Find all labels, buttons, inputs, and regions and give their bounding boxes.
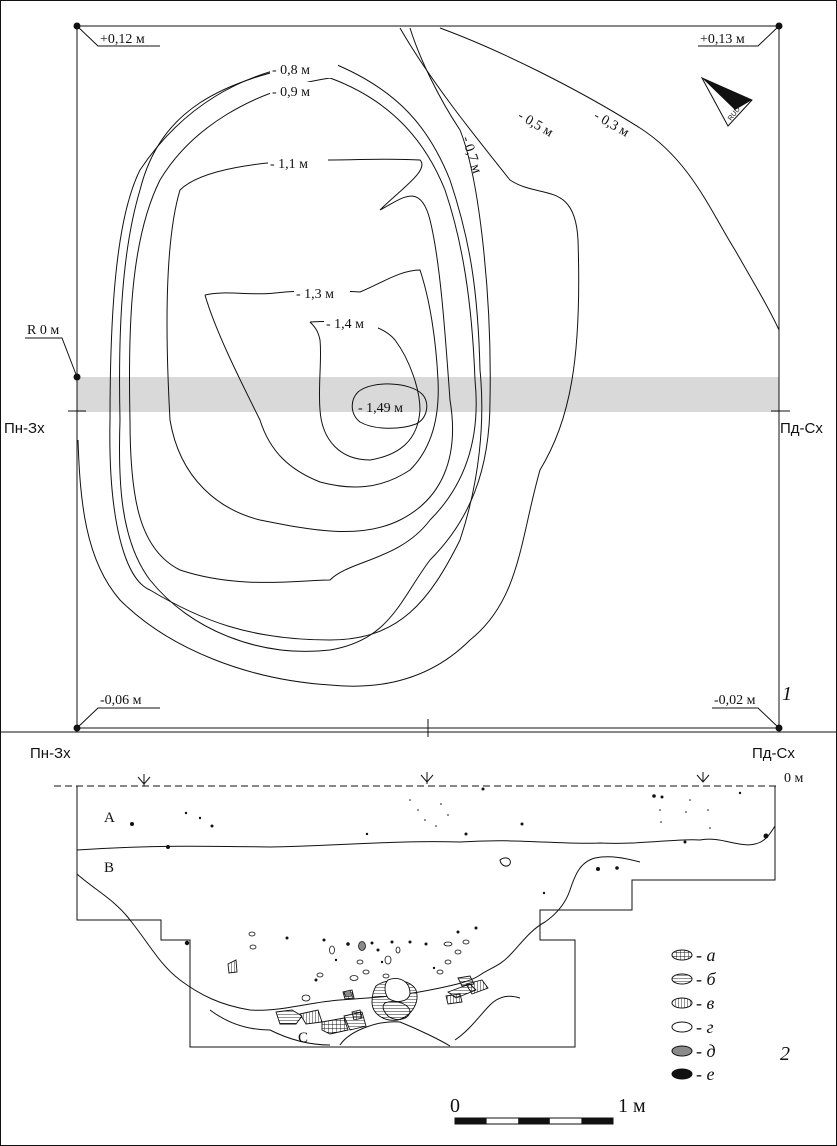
boundary-b-c [76, 856, 641, 1011]
contour-1-4 [309, 320, 421, 461]
legend-swatch-v [671, 997, 693, 1009]
contour-0-3 [439, 27, 780, 331]
corner-level-se: -0,02 м [714, 693, 756, 708]
section-band [77, 377, 779, 412]
contour-0-9 [128, 77, 477, 583]
legend-swatch-e [671, 1068, 693, 1080]
scale-bar-end: 1 м [618, 1095, 646, 1117]
contour-0-5 [77, 27, 580, 687]
contour-0-7 [118, 27, 491, 652]
scale-bar-start: 0 [450, 1095, 460, 1117]
direction-left: Пн-Зх [4, 420, 45, 437]
legend-swatch-b [671, 973, 693, 985]
contour-label: - 0,7 м [458, 135, 484, 176]
legend-label-d: - д [696, 1041, 716, 1061]
contour-label: - 0,3 м [591, 108, 632, 140]
scale-bar: 0 1 м [450, 1095, 646, 1125]
layer-label: C [298, 1030, 308, 1046]
panel-number-2: 2 [780, 1043, 790, 1065]
corner-level-nw: +0,12 м [100, 32, 145, 47]
layer-c-shape [209, 995, 521, 1047]
legend-swatch-a [671, 949, 693, 961]
layer-label: B [104, 860, 114, 876]
black-inclusions [130, 787, 769, 997]
contour-label: - 1,1 м [270, 157, 308, 172]
small-dots [409, 799, 711, 829]
corner-level-ne: +0,13 м [700, 32, 745, 47]
section-direction-left: Пн-Зх [30, 745, 71, 762]
hatched-stones [227, 959, 489, 1035]
legend-swatch-d [671, 1045, 693, 1057]
legend-label-a: - а [696, 945, 716, 965]
zero-level-label: 0 м [784, 771, 804, 786]
section-direction-right: Пд-Сх [752, 745, 795, 762]
legend-label-b: - б [696, 969, 716, 989]
contour-label: - 1,3 м [296, 287, 334, 302]
contour-label: - 1,4 м [326, 317, 364, 332]
legend-label-e: - е [696, 1064, 714, 1084]
benchmark-label: R 0 м [27, 323, 59, 338]
contour-label: - 1,49 м [358, 401, 403, 416]
pit-outline [76, 786, 776, 1048]
contour-label: - 0,8 м [272, 63, 310, 78]
contour-1-49 [351, 383, 428, 429]
section-panel: Пн-Зх Пд-Сх 0 м A B C [30, 745, 804, 1125]
direction-right: Пд-Сх [780, 420, 823, 437]
panel-number-1: 1 [782, 683, 792, 705]
legend: - а - б - в - г - д - е [671, 945, 716, 1084]
open-pebbles [248, 931, 470, 1002]
legend-label-v: - в [696, 993, 714, 1013]
contour-label: - 0,9 м [272, 85, 310, 100]
legend-label-g: - г [696, 1017, 714, 1037]
grey-pebble [358, 941, 366, 951]
contour-label: - 0,5 м [515, 108, 556, 140]
legend-swatch-g [671, 1021, 693, 1033]
contour-0-8 [109, 61, 483, 641]
boundary-a-b [76, 825, 776, 851]
layer-label: A [104, 810, 115, 826]
plan-panel: - 0,8 м - 0,9 м - 1,1 м - 1,3 м - 1,4 м … [4, 22, 823, 737]
contour-1-1 [166, 158, 454, 532]
north-arrow-icon: RUD [700, 76, 753, 127]
grey-pebble [343, 989, 353, 998]
corner-level-sw: -0,06 м [100, 693, 142, 708]
